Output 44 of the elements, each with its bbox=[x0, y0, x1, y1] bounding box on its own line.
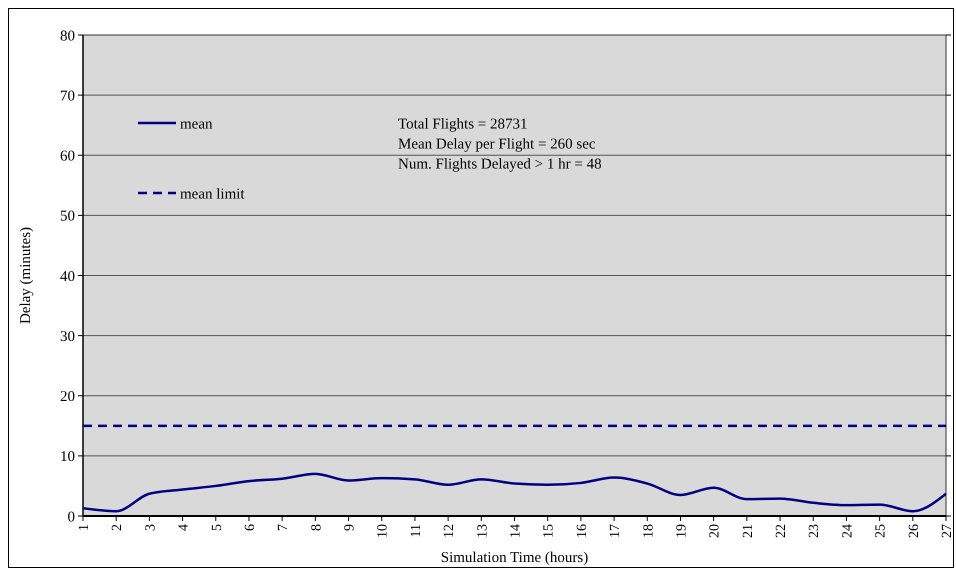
x-tick-label: 5 bbox=[210, 524, 225, 531]
annotation: Total Flights = 28731 bbox=[398, 116, 528, 132]
x-tick-label: 2 bbox=[110, 524, 126, 531]
y-tick-label: 80 bbox=[60, 28, 75, 44]
y-tick-label: 20 bbox=[60, 389, 75, 405]
x-axis-title: Simulation Time (hours) bbox=[440, 550, 588, 566]
x-tick-label: 26 bbox=[906, 524, 922, 538]
x-tick-label: 10 bbox=[376, 524, 391, 538]
x-tick-label: 11 bbox=[408, 524, 424, 538]
y-tick-label: 10 bbox=[60, 449, 75, 466]
x-tick-label: 14 bbox=[508, 524, 524, 538]
x-tick-label: 23 bbox=[807, 524, 822, 538]
legend-label: mean limit bbox=[180, 186, 246, 202]
x-tick-label: 18 bbox=[641, 524, 656, 538]
x-tick-label: 13 bbox=[475, 524, 490, 538]
line-series bbox=[82, 472, 948, 512]
x-tick-label: 24 bbox=[840, 524, 856, 538]
y-tick-label: 50 bbox=[60, 208, 75, 225]
x-tick-label: 1 bbox=[77, 524, 92, 531]
x-tick-label: 7 bbox=[276, 524, 292, 531]
x-tick-label: 25 bbox=[874, 524, 889, 538]
x-tick-label: 8 bbox=[309, 524, 324, 531]
x-tick-label: 17 bbox=[608, 524, 624, 538]
y-tick-label: 70 bbox=[60, 88, 75, 104]
x-tick-label: 27 bbox=[940, 524, 955, 538]
x-tick-label: 9 bbox=[342, 524, 358, 531]
annotation: Num. Flights Delayed > 1 hr = 48 bbox=[398, 156, 602, 172]
x-tick-label: 3 bbox=[143, 524, 158, 531]
y-tick-label: 0 bbox=[68, 509, 75, 526]
y-tick-label: 40 bbox=[60, 268, 75, 285]
annotation: Mean Delay per Flight = 260 sec bbox=[398, 136, 596, 152]
x-tick-label: 22 bbox=[774, 524, 790, 538]
x-tick-label: 21 bbox=[740, 524, 756, 538]
legend-label: mean bbox=[180, 116, 213, 132]
x-tick-label: 15 bbox=[542, 524, 557, 538]
x-tick-label: 16 bbox=[574, 524, 590, 538]
x-tick-label: 4 bbox=[176, 524, 192, 531]
y-axis-title: Delay (minutes) bbox=[18, 226, 34, 324]
y-tick-label: 30 bbox=[60, 328, 75, 345]
x-tick-label: 20 bbox=[708, 524, 723, 538]
x-tick-label: 19 bbox=[674, 524, 690, 538]
x-tick-label: 6 bbox=[242, 524, 258, 531]
y-tick-label: 60 bbox=[60, 148, 75, 164]
x-tick-label: 12 bbox=[442, 524, 458, 538]
